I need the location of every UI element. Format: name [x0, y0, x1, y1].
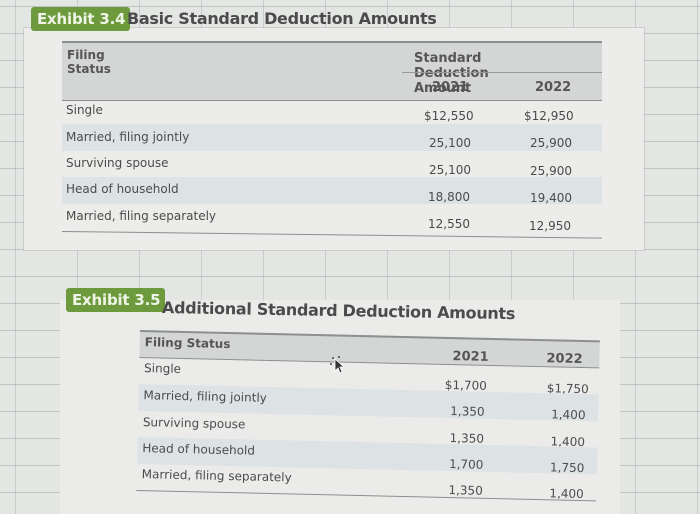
cell-2022: $12,950 — [524, 109, 574, 123]
cell-status: Single — [66, 103, 103, 117]
mouse-cursor-icon — [330, 356, 346, 374]
cell-status: Married, filing separately — [66, 209, 217, 223]
header-group-standard-deduction: Standard Deduction Amount — [414, 51, 489, 96]
table-row: Single $12,550 $12,950 — [62, 101, 602, 126]
cell-status: Head of household — [66, 182, 179, 196]
cell-2022: 19,400 — [530, 191, 572, 205]
cell-2022: 25,900 — [530, 164, 572, 178]
header-filing-status: Filing Status — [144, 335, 231, 352]
exhibit-3-4-title: Basic Standard Deduction Amounts — [127, 9, 437, 28]
cell-status: Married, filing jointly — [66, 130, 190, 144]
cell-2021: 25,100 — [429, 163, 471, 177]
cell-2022: 12,950 — [529, 219, 571, 233]
header-divider — [402, 72, 602, 73]
cell-2021: 1,700 — [448, 457, 484, 472]
cell-2021: 1,350 — [448, 483, 483, 498]
cell-2022: 25,900 — [530, 136, 572, 150]
header-bottom-rule — [62, 100, 602, 101]
table-row: Married, filing jointly 25,100 25,900 — [62, 124, 602, 151]
exhibit-3-5-tag: Exhibit 3.5 — [66, 288, 166, 312]
header-2021: 2021 — [432, 80, 469, 95]
cell-2021: 25,100 — [429, 136, 471, 150]
header-filing-status: Filing Status — [67, 48, 111, 76]
header-2022: 2022 — [546, 351, 583, 368]
table-header — [62, 41, 602, 101]
exhibit-3-4-tag: Exhibit 3.4 — [31, 7, 131, 31]
header-2022: 2022 — [535, 80, 572, 95]
cell-2021: $12,550 — [424, 109, 474, 123]
cell-status: Single — [143, 361, 182, 376]
table-row: Married, filing separately 12,550 12,950 — [62, 204, 602, 233]
table-row: Surviving spouse 25,100 25,900 — [62, 151, 602, 178]
cell-status: Surviving spouse — [66, 156, 169, 170]
cell-status: Married, filing jointly — [143, 388, 268, 405]
cell-2021: 12,550 — [428, 217, 470, 231]
cell-2021: 1,350 — [450, 404, 485, 419]
cell-status: Surviving spouse — [142, 415, 246, 432]
cell-status: Head of household — [142, 441, 256, 458]
cell-status: Married, filing separately — [141, 467, 292, 485]
cell-2021: 18,800 — [428, 190, 470, 204]
header-2021: 2021 — [452, 349, 489, 365]
table-row: Head of household 18,800 19,400 — [62, 177, 602, 205]
